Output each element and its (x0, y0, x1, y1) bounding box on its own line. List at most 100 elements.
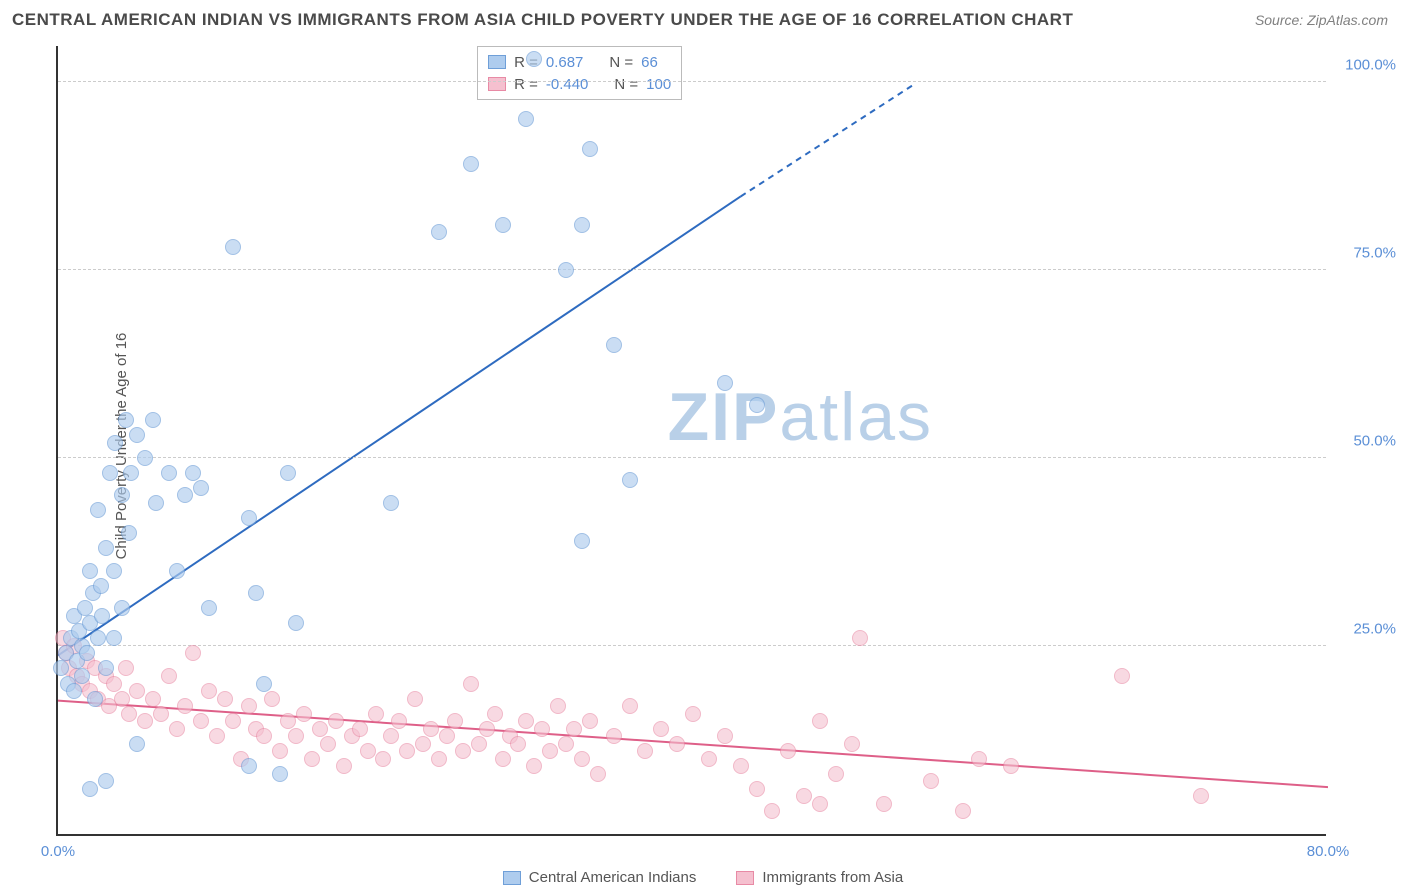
scatter-point (114, 600, 130, 616)
scatter-point (312, 721, 328, 737)
scatter-point (574, 751, 590, 767)
scatter-point (399, 743, 415, 759)
scatter-point (582, 141, 598, 157)
legend-item-blue: Central American Indians (503, 869, 697, 886)
scatter-point (637, 743, 653, 759)
scatter-point (717, 375, 733, 391)
scatter-point (431, 751, 447, 767)
scatter-point (455, 743, 471, 759)
scatter-point (169, 721, 185, 737)
scatter-point (534, 721, 550, 737)
gridline-h (58, 645, 1326, 646)
legend-swatch-blue (503, 871, 521, 885)
trend-line (741, 84, 916, 197)
scatter-point (876, 796, 892, 812)
correlation-legend: R = 0.687 N = 66 R = -0.440 N = 100 (477, 46, 682, 100)
scatter-point (495, 751, 511, 767)
scatter-point (121, 525, 137, 541)
scatter-point (288, 728, 304, 744)
scatter-point (749, 397, 765, 413)
scatter-point (360, 743, 376, 759)
scatter-point (606, 728, 622, 744)
trend-line (58, 196, 741, 655)
scatter-point (129, 427, 145, 443)
scatter-point (669, 736, 685, 752)
legend-label-pink: Immigrants from Asia (762, 869, 903, 886)
scatter-point (1003, 758, 1019, 774)
scatter-point (264, 691, 280, 707)
scatter-point (479, 721, 495, 737)
scatter-point (622, 698, 638, 714)
series-legend: Central American Indians Immigrants from… (0, 869, 1406, 886)
legend-n-label: N = (609, 54, 633, 71)
scatter-point (487, 706, 503, 722)
scatter-point (169, 563, 185, 579)
scatter-point (463, 676, 479, 692)
scatter-point (272, 743, 288, 759)
scatter-point (137, 713, 153, 729)
scatter-point (383, 495, 399, 511)
scatter-point (574, 217, 590, 233)
scatter-point (375, 751, 391, 767)
scatter-point (558, 262, 574, 278)
scatter-point (582, 713, 598, 729)
scatter-point (733, 758, 749, 774)
watermark: ZIPatlas (668, 378, 933, 456)
scatter-point (107, 435, 123, 451)
scatter-point (431, 224, 447, 240)
chart-title: CENTRAL AMERICAN INDIAN VS IMMIGRANTS FR… (12, 10, 1073, 30)
legend-swatch-blue (488, 55, 506, 69)
legend-label-blue: Central American Indians (529, 869, 697, 886)
scatter-point (225, 713, 241, 729)
scatter-point (98, 660, 114, 676)
y-tick-label: 50.0% (1336, 432, 1396, 449)
scatter-point (77, 600, 93, 616)
scatter-point (844, 736, 860, 752)
plot-area: ZIPatlas R = 0.687 N = 66 R = -0.440 N =… (56, 46, 1326, 836)
scatter-point (701, 751, 717, 767)
gridline-h (58, 457, 1326, 458)
y-tick-label: 75.0% (1336, 244, 1396, 261)
scatter-point (590, 766, 606, 782)
scatter-point (129, 736, 145, 752)
x-tick-label: 80.0% (1307, 843, 1350, 860)
scatter-point (145, 412, 161, 428)
gridline-h (58, 81, 1326, 82)
scatter-point (248, 585, 264, 601)
source-attribution: Source: ZipAtlas.com (1255, 12, 1388, 28)
scatter-point (685, 706, 701, 722)
y-tick-label: 100.0% (1336, 56, 1396, 73)
scatter-point (66, 683, 82, 699)
scatter-point (828, 766, 844, 782)
scatter-point (106, 676, 122, 692)
scatter-point (201, 600, 217, 616)
scatter-point (209, 728, 225, 744)
watermark-light: atlas (779, 379, 933, 455)
legend-swatch-pink (488, 77, 506, 91)
scatter-point (256, 728, 272, 744)
scatter-point (123, 465, 139, 481)
scatter-point (423, 721, 439, 737)
scatter-point (79, 645, 95, 661)
gridline-h (58, 269, 1326, 270)
legend-swatch-pink (736, 871, 754, 885)
chart-container: CENTRAL AMERICAN INDIAN VS IMMIGRANTS FR… (0, 0, 1406, 892)
scatter-point (1114, 668, 1130, 684)
scatter-point (177, 487, 193, 503)
scatter-point (82, 563, 98, 579)
scatter-point (82, 781, 98, 797)
scatter-point (606, 337, 622, 353)
scatter-point (193, 713, 209, 729)
scatter-point (495, 217, 511, 233)
scatter-point (94, 608, 110, 624)
scatter-point (796, 788, 812, 804)
scatter-point (439, 728, 455, 744)
x-tick-label: 0.0% (41, 843, 75, 860)
scatter-point (717, 728, 733, 744)
legend-n-value-pink: 100 (646, 76, 671, 93)
scatter-point (145, 691, 161, 707)
scatter-point (971, 751, 987, 767)
scatter-point (812, 713, 828, 729)
scatter-point (256, 676, 272, 692)
legend-r-value-pink: -0.440 (546, 76, 589, 93)
